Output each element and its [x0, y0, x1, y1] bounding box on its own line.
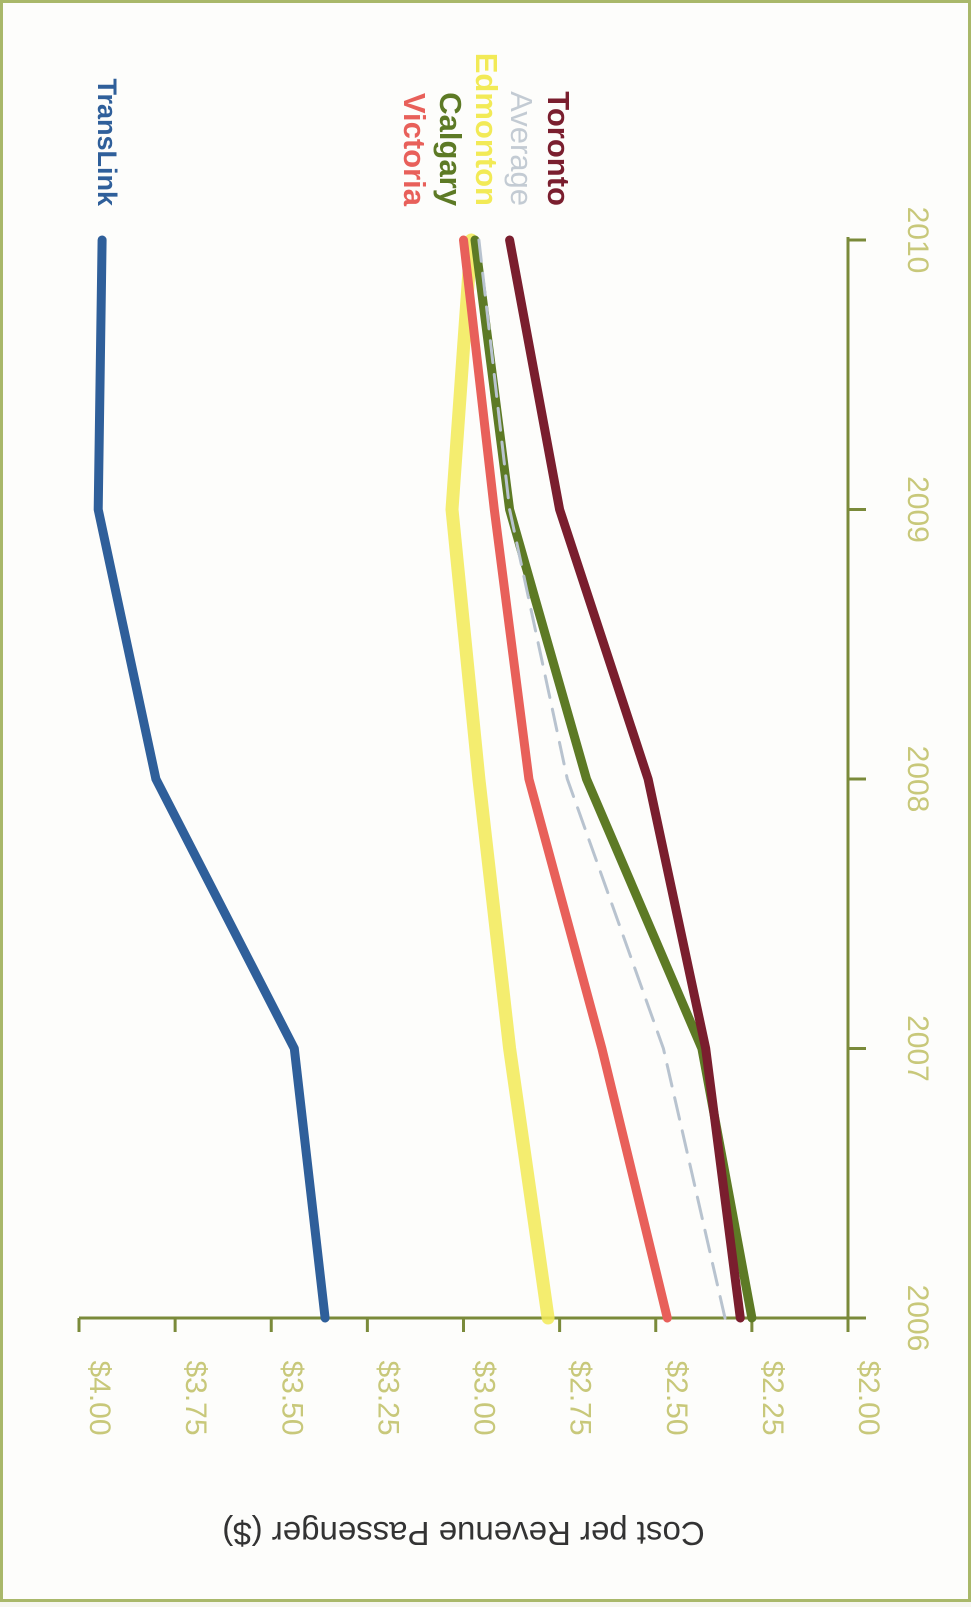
time-tick-label: 2007: [901, 1015, 934, 1082]
series-label: Edmonton: [469, 53, 504, 206]
time-tick-label: 2009: [901, 476, 934, 543]
series-label: Calgary: [433, 92, 468, 206]
tick-labels: 2006 2007 2008 2009 2010 $2.00 $2.25 $2.50 $2.75…: [83, 207, 934, 1436]
value-tick-label: $3.25: [371, 1360, 404, 1435]
value-tick-label: $3.75: [179, 1360, 212, 1435]
value-tick-label: $2.50: [660, 1360, 693, 1435]
time-tick-label: 2008: [901, 746, 934, 813]
y-axis-title: Cost per Revenue Passenger ($): [222, 1515, 704, 1552]
value-tick-label: $2.25: [756, 1360, 789, 1435]
value-tick-label: $2.75: [564, 1360, 597, 1435]
series-labels: TransLink Victoria Calgary Edmonton Average T…: [92, 53, 576, 207]
series-label: Toronto: [541, 91, 576, 206]
series-label: Victoria: [397, 93, 432, 207]
series-line: [459, 235, 672, 1323]
value-tick-label: $3.00: [468, 1360, 501, 1435]
series-lines: [93, 233, 757, 1325]
time-tick-label: 2010: [901, 207, 934, 274]
series-line: [445, 233, 555, 1325]
time-tick-label: 2006: [901, 1285, 934, 1352]
series-label: TransLink: [92, 78, 122, 207]
value-tick-label: $4.00: [83, 1360, 116, 1435]
value-tick-label: $3.50: [275, 1360, 308, 1435]
series-line: [477, 238, 727, 1320]
series-line: [505, 235, 745, 1323]
series-label: Average: [504, 91, 539, 206]
value-tick-label: $2.00: [852, 1360, 885, 1435]
series-line: [93, 235, 330, 1323]
